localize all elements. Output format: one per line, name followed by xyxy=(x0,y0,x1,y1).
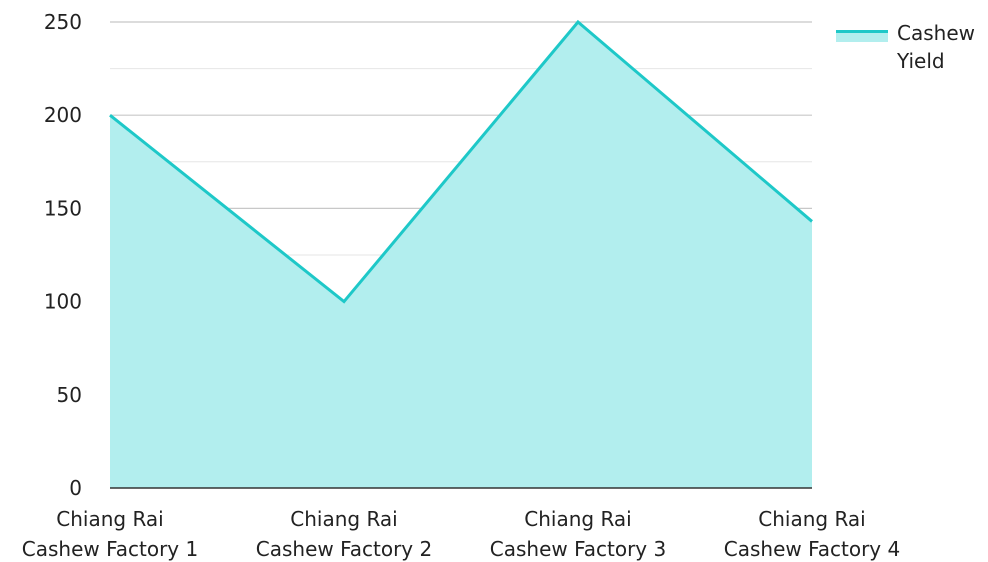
legend-label-line: Yield xyxy=(896,49,945,73)
y-tick-label: 50 xyxy=(57,383,82,407)
y-tick-label: 250 xyxy=(44,10,82,34)
x-tick-labels: Chiang Rai Cashew Factory 1 Chiang Rai Cash… xyxy=(22,507,900,561)
legend-label-line: Cashew xyxy=(897,21,975,45)
series-area-fill xyxy=(110,22,812,488)
y-tick-labels: 0 50 100 150 200 250 xyxy=(44,10,82,500)
y-tick-label: 0 xyxy=(69,476,82,500)
series-area xyxy=(109,19,813,488)
legend-label: Cashew Yield xyxy=(896,21,975,73)
x-tick-label: Chiang Rai Cashew Factory 2 xyxy=(256,507,432,561)
x-tick-label-line: Cashew Factory 2 xyxy=(256,537,432,561)
y-tick-label: 100 xyxy=(44,290,82,314)
x-tick-label-line: Chiang Rai xyxy=(290,507,397,531)
y-tick-label: 150 xyxy=(44,196,82,220)
x-tick-label-line: Chiang Rai xyxy=(56,507,163,531)
x-tick-label: Chiang Rai Cashew Factory 3 xyxy=(490,507,666,561)
x-tick-label-line: Chiang Rai xyxy=(758,507,865,531)
x-tick-label-line: Cashew Factory 1 xyxy=(22,537,198,561)
series-line xyxy=(109,19,813,304)
x-tick-label: Chiang Rai Cashew Factory 1 xyxy=(22,507,198,561)
x-tick-label-line: Chiang Rai xyxy=(524,507,631,531)
x-tick-label-line: Cashew Factory 4 xyxy=(724,537,900,561)
x-tick-label-line: Cashew Factory 3 xyxy=(490,537,666,561)
legend: Cashew Yield xyxy=(836,21,975,73)
x-tick-label: Chiang Rai Cashew Factory 4 xyxy=(724,507,900,561)
y-tick-label: 200 xyxy=(44,103,82,127)
